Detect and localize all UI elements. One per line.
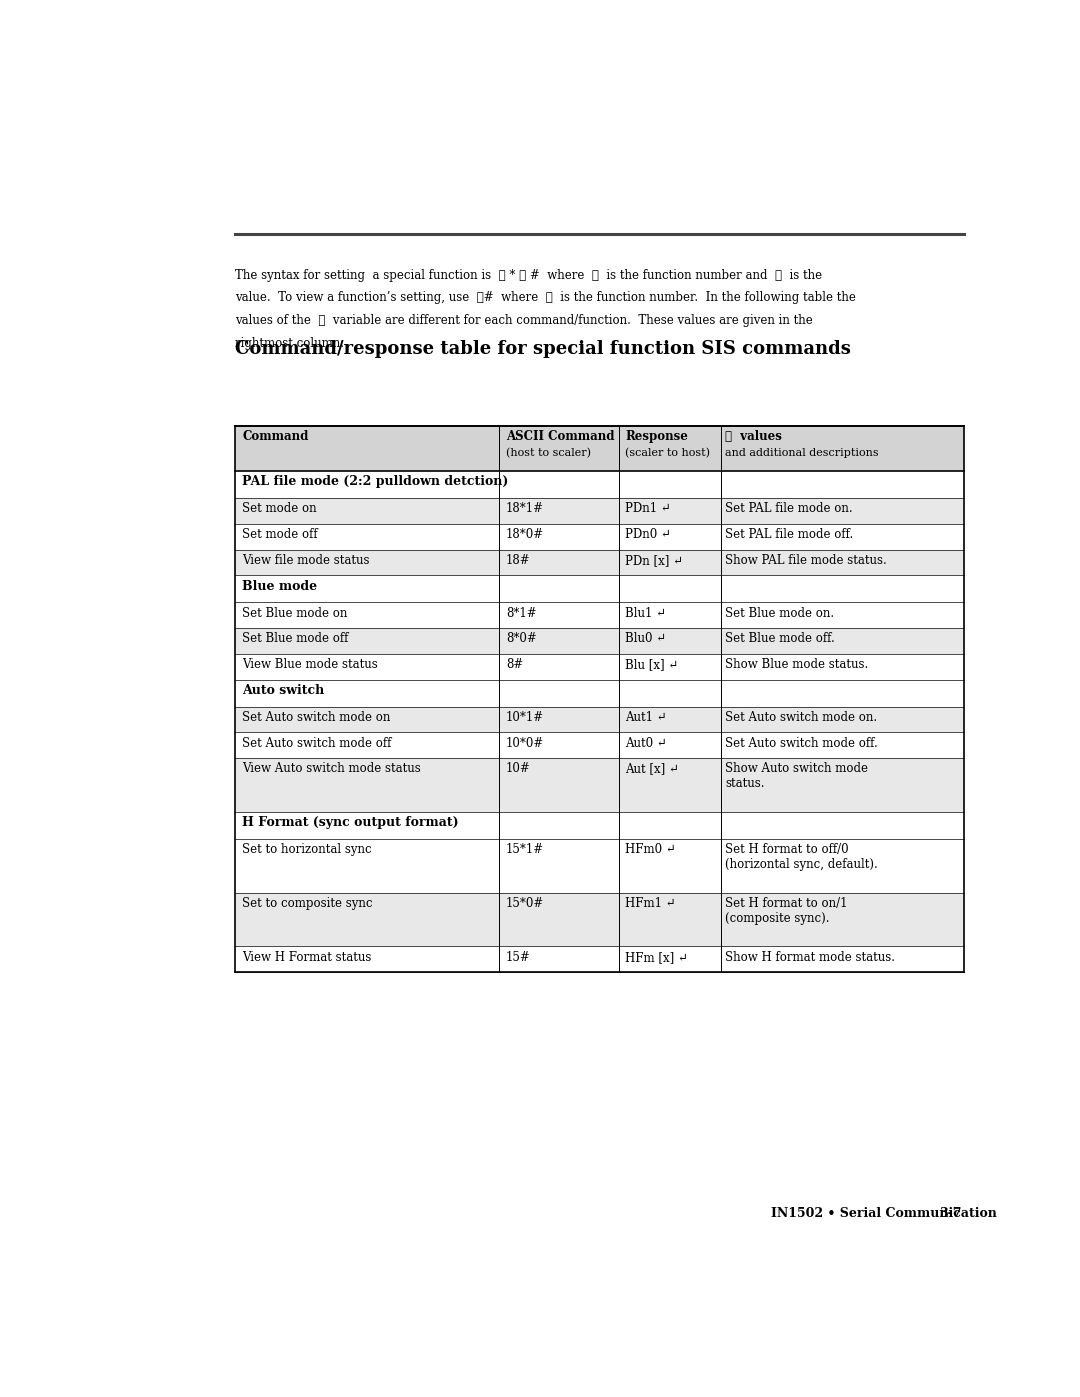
- Text: 15*0#: 15*0#: [505, 897, 544, 909]
- Text: 18#: 18#: [505, 553, 530, 567]
- Text: Set Blue mode on.: Set Blue mode on.: [725, 606, 834, 619]
- Text: Set Auto switch mode on.: Set Auto switch mode on.: [725, 711, 877, 724]
- Text: Blu1 ↵: Blu1 ↵: [625, 606, 666, 619]
- Text: and additional descriptions: and additional descriptions: [725, 448, 879, 458]
- Bar: [235, 497, 963, 524]
- Text: HFm0 ↵: HFm0 ↵: [625, 844, 676, 856]
- Text: 10#: 10#: [505, 763, 530, 775]
- Text: PAL file mode (2:2 pulldown detction): PAL file mode (2:2 pulldown detction): [242, 475, 509, 489]
- Text: 3-7: 3-7: [940, 1207, 962, 1220]
- Text: Auto switch: Auto switch: [242, 685, 324, 697]
- Text: Set PAL file mode on.: Set PAL file mode on.: [725, 502, 853, 515]
- Text: Blu0 ↵: Blu0 ↵: [625, 633, 666, 645]
- Text: Show PAL file mode status.: Show PAL file mode status.: [725, 553, 887, 567]
- Bar: [235, 680, 963, 707]
- Text: Aut0 ↵: Aut0 ↵: [625, 736, 667, 750]
- Text: PDn1 ↵: PDn1 ↵: [625, 502, 672, 515]
- Bar: [235, 759, 963, 812]
- Bar: [235, 707, 963, 732]
- Bar: [235, 576, 963, 602]
- Text: Aut [x] ↵: Aut [x] ↵: [625, 763, 679, 775]
- Text: Command/response table for special function SIS commands: Command/response table for special funct…: [235, 339, 851, 358]
- Text: Set Blue mode on: Set Blue mode on: [242, 606, 348, 619]
- Text: Blu [x] ↵: Blu [x] ↵: [625, 658, 678, 671]
- Text: View H Format status: View H Format status: [242, 951, 372, 964]
- Text: HFm1 ↵: HFm1 ↵: [625, 897, 676, 909]
- Text: (scaler to host): (scaler to host): [625, 448, 711, 458]
- Bar: [235, 946, 963, 972]
- Text: Set Auto switch mode off: Set Auto switch mode off: [242, 736, 392, 750]
- Bar: [235, 893, 963, 946]
- Text: 15#: 15#: [505, 951, 530, 964]
- Text: Set H format to off/0
(horizontal sync, default).: Set H format to off/0 (horizontal sync, …: [725, 844, 878, 872]
- Text: Set mode off: Set mode off: [242, 528, 318, 541]
- Text: 18*1#: 18*1#: [505, 502, 544, 515]
- Text: values of the  ⓧ  variable are different for each command/function.  These value: values of the ⓧ variable are different f…: [235, 314, 813, 327]
- Text: ASCII Command: ASCII Command: [505, 430, 615, 443]
- Text: View Auto switch mode status: View Auto switch mode status: [242, 763, 421, 775]
- Text: Command: Command: [242, 430, 309, 443]
- Text: Set H format to on/1
(composite sync).: Set H format to on/1 (composite sync).: [725, 897, 848, 925]
- Text: IN1502 • Serial Communication: IN1502 • Serial Communication: [771, 1207, 997, 1220]
- Bar: [235, 654, 963, 680]
- Bar: [235, 812, 963, 838]
- Bar: [235, 602, 963, 629]
- Text: (host to scaler): (host to scaler): [505, 448, 591, 458]
- Text: Set Auto switch mode off.: Set Auto switch mode off.: [725, 736, 878, 750]
- Text: Blue mode: Blue mode: [242, 580, 318, 592]
- Bar: [235, 838, 963, 893]
- Bar: [235, 471, 963, 497]
- Text: Show Auto switch mode
status.: Show Auto switch mode status.: [725, 763, 868, 791]
- Text: Set to horizontal sync: Set to horizontal sync: [242, 844, 372, 856]
- Text: 15*1#: 15*1#: [505, 844, 544, 856]
- Text: 18*0#: 18*0#: [505, 528, 544, 541]
- Text: H Format (sync output format): H Format (sync output format): [242, 816, 459, 830]
- Text: 8#: 8#: [505, 658, 523, 671]
- Bar: [235, 732, 963, 759]
- Text: 10*1#: 10*1#: [505, 711, 544, 724]
- Text: Response: Response: [625, 430, 688, 443]
- Text: View Blue mode status: View Blue mode status: [242, 658, 378, 671]
- Text: 10*0#: 10*0#: [505, 736, 544, 750]
- Text: Show Blue mode status.: Show Blue mode status.: [725, 658, 868, 671]
- Text: value.  To view a function’s setting, use  ⓧ#  where  ⓧ  is the function number.: value. To view a function’s setting, use…: [235, 292, 856, 305]
- Bar: [235, 426, 963, 471]
- Text: HFm [x] ↵: HFm [x] ↵: [625, 951, 688, 964]
- Text: Set Blue mode off: Set Blue mode off: [242, 633, 349, 645]
- Text: Set PAL file mode off.: Set PAL file mode off.: [725, 528, 853, 541]
- Text: 8*0#: 8*0#: [505, 633, 537, 645]
- Text: Set Blue mode off.: Set Blue mode off.: [725, 633, 835, 645]
- Text: Set Auto switch mode on: Set Auto switch mode on: [242, 711, 391, 724]
- Text: 8*1#: 8*1#: [505, 606, 537, 619]
- Text: PDn0 ↵: PDn0 ↵: [625, 528, 672, 541]
- Bar: [235, 629, 963, 654]
- Text: Set mode on: Set mode on: [242, 502, 316, 515]
- Text: The syntax for setting  a special function is  ⓧ * ⓣ #  where  ⓧ  is the functio: The syntax for setting a special functio…: [235, 268, 823, 282]
- Text: Aut1 ↵: Aut1 ↵: [625, 711, 667, 724]
- Text: PDn [x] ↵: PDn [x] ↵: [625, 553, 684, 567]
- Bar: [235, 549, 963, 576]
- Text: View file mode status: View file mode status: [242, 553, 369, 567]
- Text: ⓣ  values: ⓣ values: [725, 430, 782, 443]
- Bar: [235, 524, 963, 549]
- Text: Set to composite sync: Set to composite sync: [242, 897, 373, 909]
- Text: Show H format mode status.: Show H format mode status.: [725, 951, 895, 964]
- Text: rightmost column.: rightmost column.: [235, 337, 345, 349]
